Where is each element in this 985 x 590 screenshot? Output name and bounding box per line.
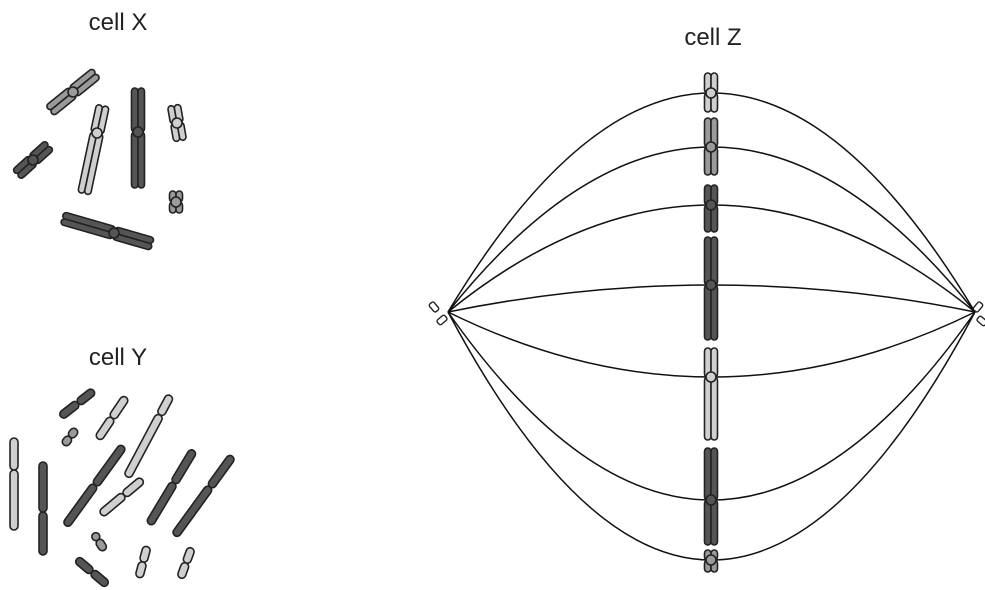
chromatid <box>146 449 197 526</box>
arm <box>703 376 712 441</box>
centriole <box>436 314 448 326</box>
chromatid <box>74 556 110 588</box>
arm <box>61 435 73 447</box>
cell-z-label: cell Z <box>684 24 741 51</box>
arm <box>90 569 110 588</box>
arm <box>109 395 129 420</box>
chromosome <box>703 347 719 441</box>
chromosomes <box>9 68 719 588</box>
chromatid <box>9 437 19 531</box>
chromatid <box>95 395 129 441</box>
chromosome <box>77 104 110 196</box>
arm <box>122 477 145 498</box>
arm <box>710 284 719 341</box>
centromere <box>705 87 717 99</box>
arm <box>137 131 146 189</box>
centromere <box>705 371 717 383</box>
arm <box>38 511 48 556</box>
chromosome <box>130 87 146 189</box>
arm <box>63 483 98 528</box>
arm <box>139 545 151 563</box>
arm <box>182 546 195 565</box>
centromere <box>91 127 103 139</box>
arm <box>703 284 712 341</box>
arm <box>59 400 80 419</box>
chromosome <box>703 117 719 176</box>
centromere <box>132 126 144 138</box>
centromere <box>705 279 717 291</box>
arm <box>703 447 712 501</box>
arm <box>157 394 174 417</box>
chromosome <box>60 211 155 251</box>
arm <box>38 461 48 513</box>
centromere <box>705 141 717 153</box>
chromatid <box>172 454 235 538</box>
chromosome <box>167 103 187 143</box>
chromosome <box>703 72 719 113</box>
chromosome <box>703 236 719 341</box>
chromosome <box>703 184 719 233</box>
centriole <box>972 301 984 313</box>
chromosome <box>703 447 719 546</box>
arm <box>171 449 197 485</box>
arm <box>710 447 719 501</box>
arm <box>9 437 19 471</box>
arm <box>130 87 139 133</box>
arm <box>124 413 163 479</box>
centriole <box>428 301 440 313</box>
arm <box>92 444 126 487</box>
arm <box>207 454 235 489</box>
centriole <box>976 315 985 327</box>
chromatid <box>177 546 195 580</box>
chromosome <box>703 549 719 573</box>
chromosome <box>168 190 184 214</box>
spindle-pole-left <box>428 301 448 326</box>
arm <box>130 131 139 189</box>
centromere <box>67 86 79 98</box>
centromere <box>705 199 717 211</box>
chromatid <box>99 477 145 517</box>
arm <box>710 376 719 441</box>
chromosome <box>12 140 54 180</box>
spindle-pole-right <box>972 301 985 327</box>
arm <box>135 561 147 579</box>
arm <box>146 481 177 526</box>
chromatid <box>59 388 96 419</box>
chromatid <box>91 531 108 552</box>
centromere <box>170 196 182 208</box>
arm <box>703 236 712 286</box>
centromere <box>171 117 183 129</box>
centromere <box>705 554 717 566</box>
cell-x-label: cell X <box>89 9 148 36</box>
chromatid <box>63 444 126 528</box>
arm <box>9 469 19 531</box>
arm <box>177 561 190 580</box>
chromatid <box>135 545 151 579</box>
arm <box>710 236 719 286</box>
chromosome <box>46 68 100 116</box>
arm <box>137 87 146 133</box>
arm <box>99 492 126 517</box>
centromere <box>27 154 39 166</box>
arm <box>703 499 712 546</box>
arm <box>172 485 213 538</box>
cell-y-label: cell Y <box>89 344 147 371</box>
centromere <box>108 227 120 239</box>
arm <box>95 538 108 552</box>
chromatid <box>61 427 79 447</box>
chromatid <box>124 394 174 479</box>
centromere <box>705 494 717 506</box>
arm <box>95 416 115 441</box>
arm <box>710 499 719 546</box>
chromatid <box>38 461 48 556</box>
arm <box>50 92 77 116</box>
